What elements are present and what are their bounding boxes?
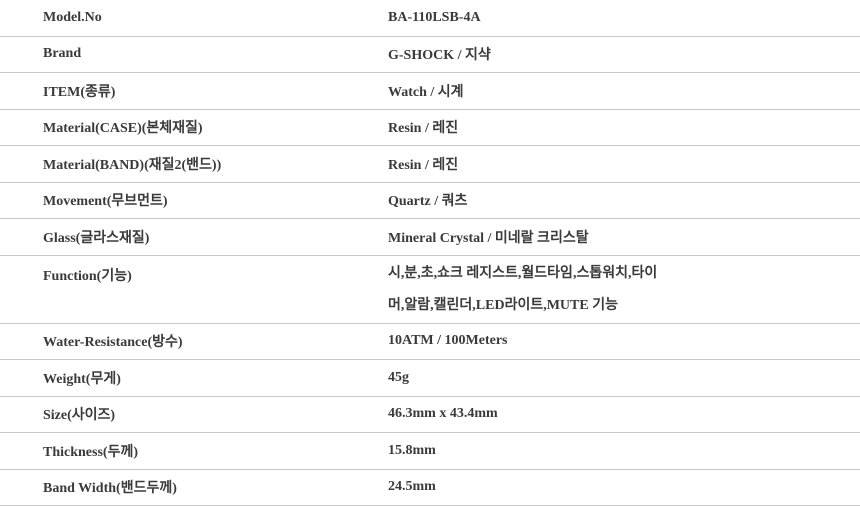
spec-value: Mineral Crystal / 미네랄 크리스탈 [345, 219, 860, 255]
spec-value: BA-110LSB-4A [345, 0, 860, 36]
spec-row-weight: Weight(무게) 45g [0, 360, 860, 397]
spec-label: ITEM(종류) [0, 73, 345, 109]
spec-row-movement: Movement(무브먼트) Quartz / 쿼츠 [0, 183, 860, 220]
spec-value: Resin / 레진 [345, 110, 860, 146]
spec-label: Water-Resistance(방수) [0, 324, 345, 360]
spec-value: Quartz / 쿼츠 [345, 183, 860, 219]
spec-row-brand: Brand G-SHOCK / 지샥 [0, 37, 860, 74]
spec-label: Size(사이즈) [0, 397, 345, 433]
spec-value-line: 시,분,초,쇼크 레지스트,월드타임,스톱워치,타이 [388, 258, 657, 290]
spec-row-water-resistance: Water-Resistance(방수) 10ATM / 100Meters [0, 324, 860, 361]
spec-value: Resin / 레진 [345, 146, 860, 182]
spec-row-item: ITEM(종류) Watch / 시계 [0, 73, 860, 110]
spec-label: Material(CASE)(본체재질) [0, 110, 345, 146]
spec-row-model-no: Model.No BA-110LSB-4A [0, 0, 860, 37]
spec-label: Band Width(밴드두께) [0, 470, 345, 506]
spec-label: Brand [0, 37, 345, 73]
spec-row-material-band: Material(BAND)(재질2(밴드)) Resin / 레진 [0, 146, 860, 183]
spec-value: 시,분,초,쇼크 레지스트,월드타임,스톱워치,타이 머,알람,캘린더,LED라… [345, 256, 860, 323]
spec-value: 45g [345, 360, 860, 396]
spec-row-band-width: Band Width(밴드두께) 24.5mm [0, 470, 860, 506]
spec-value: G-SHOCK / 지샥 [345, 37, 860, 73]
spec-label: Glass(글라스재질) [0, 219, 345, 255]
spec-label: Function(기능) [0, 256, 345, 323]
spec-value: Watch / 시계 [345, 73, 860, 109]
spec-label: Weight(무게) [0, 360, 345, 396]
spec-row-thickness: Thickness(두께) 15.8mm [0, 433, 860, 470]
spec-row-function: Function(기능) 시,분,초,쇼크 레지스트,월드타임,스톱워치,타이 … [0, 256, 860, 324]
spec-row-glass: Glass(글라스재질) Mineral Crystal / 미네랄 크리스탈 [0, 219, 860, 256]
spec-value-line: 머,알람,캘린더,LED라이트,MUTE 기능 [388, 290, 618, 322]
spec-row-size: Size(사이즈) 46.3mm x 43.4mm [0, 397, 860, 434]
spec-value: 15.8mm [345, 433, 860, 469]
spec-label: Material(BAND)(재질2(밴드)) [0, 146, 345, 182]
spec-label: Movement(무브먼트) [0, 183, 345, 219]
spec-label: Model.No [0, 0, 345, 36]
spec-row-material-case: Material(CASE)(본체재질) Resin / 레진 [0, 110, 860, 147]
spec-value: 46.3mm x 43.4mm [345, 397, 860, 433]
spec-value: 10ATM / 100Meters [345, 324, 860, 360]
spec-label: Thickness(두께) [0, 433, 345, 469]
spec-value: 24.5mm [345, 470, 860, 506]
